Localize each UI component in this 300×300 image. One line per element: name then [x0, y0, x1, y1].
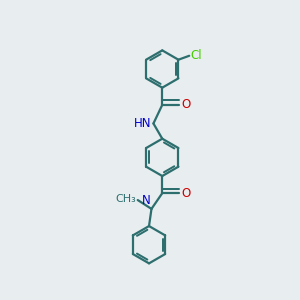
Text: N: N: [142, 194, 151, 207]
Text: O: O: [182, 187, 191, 200]
Text: CH₃: CH₃: [116, 194, 136, 204]
Text: HN: HN: [134, 117, 152, 130]
Text: O: O: [182, 98, 191, 111]
Text: Cl: Cl: [191, 49, 202, 62]
